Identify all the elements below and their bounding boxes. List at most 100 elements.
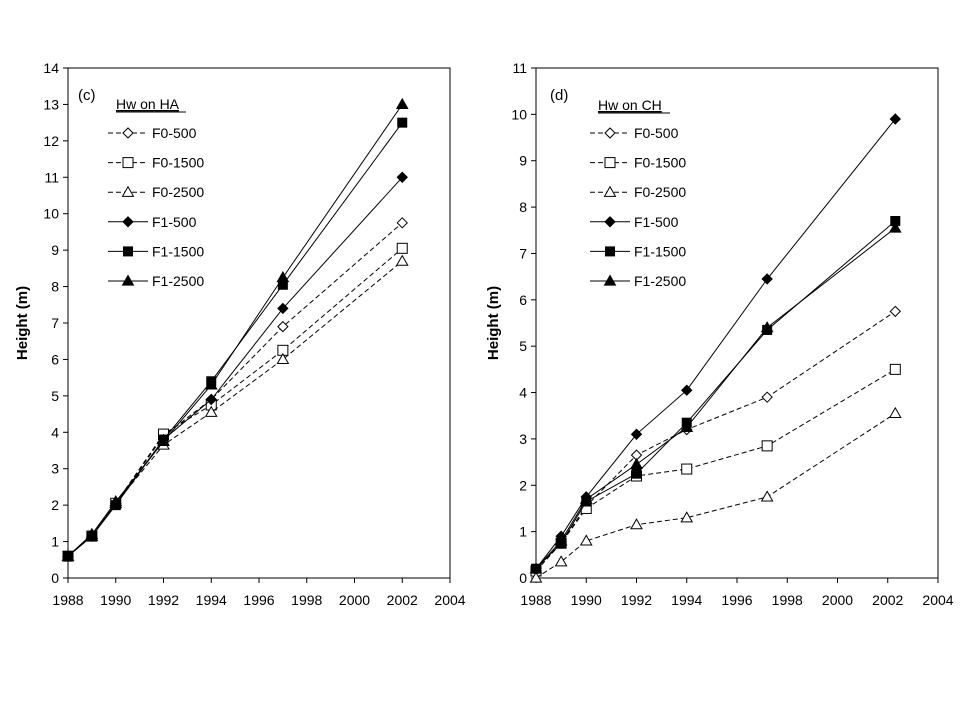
x-tick-label: 1990	[100, 592, 131, 608]
data-point	[109, 494, 123, 507]
y-tick-label: 5	[519, 338, 527, 354]
legend-title: Hw on CH	[598, 97, 662, 113]
y-tick-label: 4	[51, 424, 59, 440]
data-point	[888, 406, 902, 419]
legend-marker	[122, 127, 134, 139]
data-point	[554, 534, 568, 546]
legend-marker	[122, 157, 134, 169]
legend-label: F1-2500	[152, 273, 204, 289]
series-line	[67, 122, 403, 557]
y-tick-label: 12	[43, 133, 59, 149]
data-point	[681, 384, 693, 396]
data-point	[680, 420, 694, 432]
x-tick-label: 2004	[922, 592, 953, 608]
data-point	[631, 468, 642, 479]
x-tick-label: 1988	[52, 592, 83, 608]
y-tick-label: 9	[51, 242, 59, 258]
x-tick-label: 2002	[872, 592, 903, 608]
data-point	[396, 242, 408, 254]
y-tick-label: 2	[51, 497, 59, 513]
x-tick-label: 1990	[571, 592, 602, 608]
x-tick-label: 1998	[291, 592, 322, 608]
data-point	[277, 320, 289, 333]
data-point	[579, 534, 593, 546]
legend-marker	[121, 274, 135, 286]
panel-label: (c)	[78, 87, 96, 104]
series-F1-1500	[531, 216, 901, 574]
data-point	[761, 273, 773, 285]
legend-label: F0-500	[152, 125, 197, 141]
data-point	[888, 221, 902, 233]
data-point	[889, 305, 901, 318]
legend-label: F1-500	[152, 214, 197, 230]
data-point	[889, 363, 901, 375]
y-tick-label: 9	[519, 153, 527, 169]
x-tick-label: 1992	[148, 592, 179, 608]
series-line	[535, 227, 896, 570]
legend-label: F0-500	[634, 125, 679, 141]
x-tick-label: 1996	[721, 592, 752, 608]
y-tick-label: 6	[51, 351, 59, 367]
legend-marker	[604, 157, 616, 169]
data-point	[761, 391, 773, 403]
legend-marker	[603, 274, 617, 286]
y-tick-label: 3	[519, 431, 527, 447]
x-tick-label: 1992	[621, 592, 652, 608]
legend-title: Hw on HA	[116, 96, 180, 112]
y-tick-label: 7	[51, 315, 59, 331]
y-axis-title: Height (m)	[14, 286, 31, 360]
x-tick-label: 2000	[822, 592, 853, 608]
data-point	[760, 321, 774, 333]
x-tick-label: 1988	[520, 592, 551, 608]
legend-label: F0-1500	[152, 155, 204, 171]
x-tick-label: 1994	[671, 592, 702, 608]
data-point	[276, 270, 290, 283]
series-line	[535, 220, 896, 570]
legend-label: F0-1500	[634, 155, 686, 171]
legend-label: F1-500	[634, 214, 679, 230]
x-tick-label: 2004	[434, 592, 465, 608]
x-tick-label: 1994	[196, 592, 227, 608]
legend-marker	[603, 185, 617, 197]
data-point	[205, 393, 217, 406]
x-tick-label: 1998	[772, 592, 803, 608]
data-point	[630, 428, 643, 440]
data-point	[761, 440, 773, 452]
y-tick-label: 11	[512, 60, 527, 76]
series-F1-2500	[529, 221, 902, 574]
series-F0-2500	[529, 406, 902, 583]
data-point	[85, 527, 99, 539]
y-tick-label: 8	[519, 199, 527, 215]
y-tick-label: 6	[519, 292, 527, 308]
data-point	[529, 571, 543, 583]
series-F1-1500	[63, 117, 408, 562]
data-point	[760, 490, 774, 502]
legend-label: F1-1500	[634, 243, 686, 259]
plot-frame	[67, 67, 451, 579]
legend-marker	[122, 216, 134, 228]
y-tick-label: 3	[51, 461, 59, 477]
y-tick-label: 13	[43, 96, 59, 112]
series-line	[67, 104, 403, 557]
y-tick-label: 8	[51, 279, 59, 295]
data-point	[397, 117, 408, 128]
legend-label: F1-1500	[152, 243, 204, 259]
data-point	[395, 254, 409, 266]
legend-marker	[605, 246, 615, 257]
chart-panel-c: (c) Hw on HA Height (m) 0123456789101112…	[14, 60, 466, 608]
y-tick-label: 5	[51, 388, 59, 404]
legend-marker	[123, 246, 133, 257]
data-point	[276, 352, 290, 365]
data-point	[681, 463, 693, 475]
panel-label: (d)	[550, 87, 568, 104]
y-tick-label: 11	[44, 169, 59, 185]
chart-panel-d: (d) Hw on CH Height (m) 0 1 2 3 4 5 6 7 8 9 10 11 19…	[485, 60, 954, 608]
legend-marker	[121, 185, 135, 197]
data-point	[680, 511, 694, 523]
data-point	[204, 378, 218, 390]
x-tick-label: 1996	[243, 592, 274, 608]
y-axis-title: Height (m)	[485, 286, 502, 360]
y-tick-label: 2	[519, 477, 527, 493]
data-point	[396, 171, 408, 183]
